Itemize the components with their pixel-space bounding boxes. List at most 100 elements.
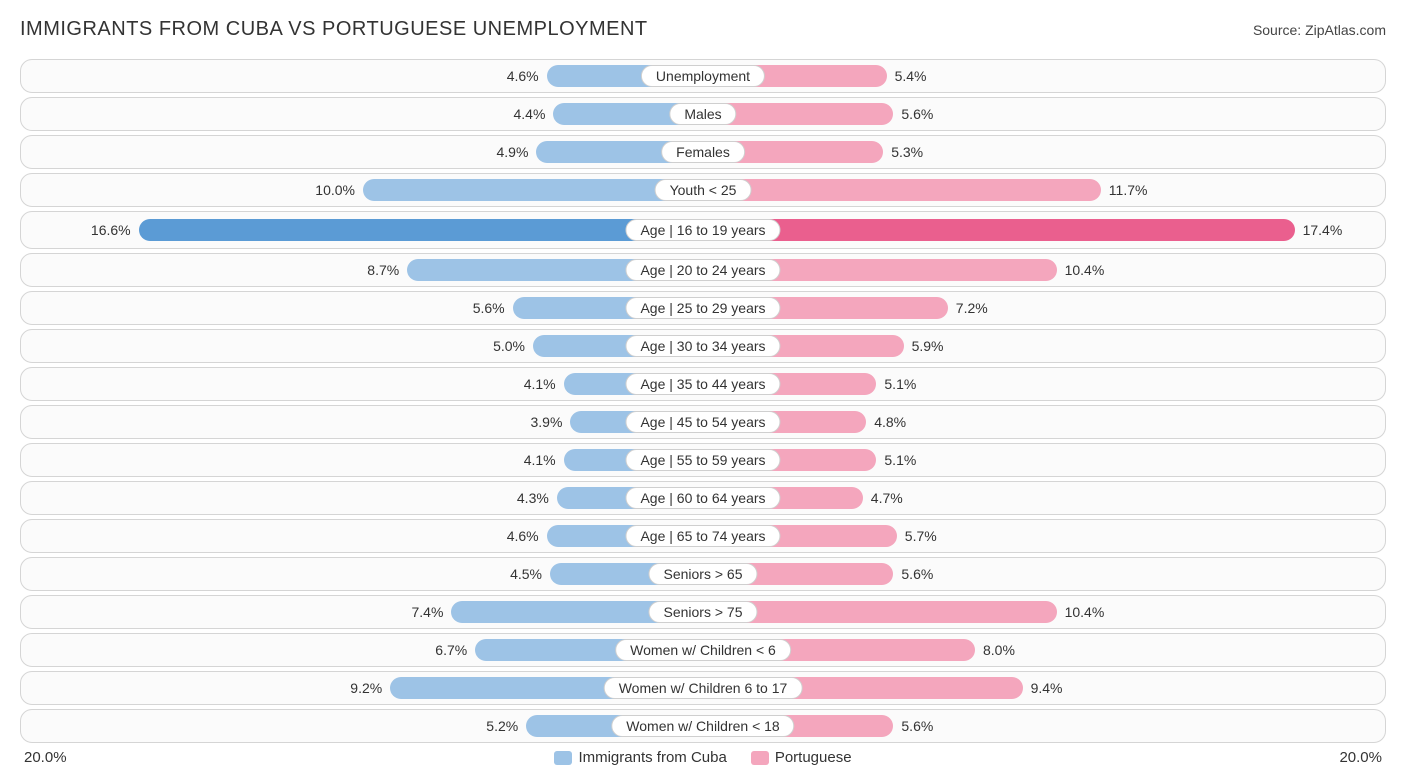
row-left-half: 5.2% <box>23 712 703 740</box>
value-left: 16.6% <box>91 222 131 238</box>
chart-row: 4.6% 5.4% Unemployment <box>20 59 1386 93</box>
value-right: 10.4% <box>1065 604 1105 620</box>
row-left-half: 4.6% <box>23 62 703 90</box>
category-label: Seniors > 65 <box>649 563 758 585</box>
row-right-half: 10.4% <box>703 256 1383 284</box>
chart-row: 5.6% 7.2% Age | 25 to 29 years <box>20 291 1386 325</box>
row-right-half: 5.9% <box>703 332 1383 360</box>
chart-row: 4.1% 5.1% Age | 55 to 59 years <box>20 443 1386 477</box>
row-right-half: 5.3% <box>703 138 1383 166</box>
row-left-half: 9.2% <box>23 674 703 702</box>
value-left: 4.1% <box>524 376 556 392</box>
value-left: 4.6% <box>507 528 539 544</box>
chart-row: 5.0% 5.9% Age | 30 to 34 years <box>20 329 1386 363</box>
chart-row: 4.9%5.3%Females <box>20 135 1386 169</box>
value-left: 6.7% <box>435 642 467 658</box>
value-right: 5.6% <box>901 718 933 734</box>
category-label: Age | 16 to 19 years <box>625 219 780 241</box>
legend-label-right: Portuguese <box>775 749 852 766</box>
legend-item-right: Portuguese <box>751 749 852 766</box>
row-left-half: 10.0% <box>23 176 703 204</box>
value-right: 4.8% <box>874 414 906 430</box>
row-right-half: 4.7% <box>703 484 1383 512</box>
value-right: 5.7% <box>905 528 937 544</box>
value-left: 5.2% <box>486 718 518 734</box>
value-left: 9.2% <box>350 680 382 696</box>
row-right-half: 10.4% <box>703 598 1383 626</box>
chart-source: Source: ZipAtlas.com <box>1253 22 1386 38</box>
value-left: 10.0% <box>315 182 355 198</box>
legend-swatch-left <box>554 751 572 765</box>
value-right: 5.3% <box>891 144 923 160</box>
category-label: Age | 25 to 29 years <box>625 297 780 319</box>
value-right: 17.4% <box>1303 222 1343 238</box>
chart-row: 6.7%8.0%Women w/ Children < 6 <box>20 633 1386 667</box>
chart-row: 4.3%4.7%Age | 60 to 64 years <box>20 481 1386 515</box>
chart-row: 4.4% 5.6% Males <box>20 97 1386 131</box>
legend-item-left: Immigrants from Cuba <box>554 749 726 766</box>
row-right-half: 8.0% <box>703 636 1383 664</box>
row-right-half: 5.4% <box>703 62 1383 90</box>
row-right-half: 9.4% <box>703 674 1383 702</box>
value-right: 5.9% <box>912 338 944 354</box>
row-left-half: 4.1% <box>23 370 703 398</box>
value-left: 5.6% <box>473 300 505 316</box>
legend-swatch-right <box>751 751 769 765</box>
chart-row: 10.0%11.7%Youth < 25 <box>20 173 1386 207</box>
row-left-half: 4.3% <box>23 484 703 512</box>
category-label: Age | 55 to 59 years <box>625 449 780 471</box>
row-right-half: 5.7% <box>703 522 1383 550</box>
category-label: Women w/ Children < 18 <box>611 715 794 737</box>
chart-row: 8.7%10.4%Age | 20 to 24 years <box>20 253 1386 287</box>
bar-right <box>703 219 1295 241</box>
diverging-bar-chart: 4.6% 5.4% Unemployment 4.4% 5.6% Males 4.9% 5.3… <box>20 59 1386 743</box>
chart-row: 9.2% 9.4% Women w/ Children 6 to 17 <box>20 671 1386 705</box>
category-label: Age | 65 to 74 years <box>625 525 780 547</box>
chart-row: 4.1%5.1%Age | 35 to 44 years <box>20 367 1386 401</box>
category-label: Seniors > 75 <box>649 601 758 623</box>
row-left-half: 3.9% <box>23 408 703 436</box>
chart-row: 7.4% 10.4% Seniors > 75 <box>20 595 1386 629</box>
value-left: 4.5% <box>510 566 542 582</box>
value-left: 8.7% <box>367 262 399 278</box>
row-left-half: 5.6% <box>23 294 703 322</box>
row-right-half: 5.6% <box>703 100 1383 128</box>
chart-row: 16.6% 17.4% Age | 16 to 19 years <box>20 211 1386 249</box>
value-right: 8.0% <box>983 642 1015 658</box>
row-left-half: 4.6% <box>23 522 703 550</box>
category-label: Males <box>669 103 736 125</box>
row-left-half: 4.1% <box>23 446 703 474</box>
category-label: Age | 30 to 34 years <box>625 335 780 357</box>
value-right: 9.4% <box>1031 680 1063 696</box>
bar-left <box>363 179 703 201</box>
value-left: 4.1% <box>524 452 556 468</box>
row-left-half: 4.9% <box>23 138 703 166</box>
value-right: 11.7% <box>1109 182 1148 198</box>
category-label: Unemployment <box>641 65 765 87</box>
row-right-half: 5.1% <box>703 370 1383 398</box>
chart-footer: 20.0% Immigrants from Cuba Portuguese 20… <box>20 749 1386 766</box>
chart-row: 4.6% 5.7% Age | 65 to 74 years <box>20 519 1386 553</box>
category-label: Age | 45 to 54 years <box>625 411 780 433</box>
value-right: 5.1% <box>884 376 916 392</box>
row-right-half: 5.1% <box>703 446 1383 474</box>
row-left-half: 16.6% <box>23 214 703 246</box>
category-label: Women w/ Children 6 to 17 <box>604 677 803 699</box>
value-left: 7.4% <box>411 604 443 620</box>
value-right: 5.6% <box>901 566 933 582</box>
bar-left <box>139 219 703 241</box>
row-right-half: 7.2% <box>703 294 1383 322</box>
value-right: 7.2% <box>956 300 988 316</box>
value-left: 4.9% <box>496 144 528 160</box>
chart-row: 4.5% 5.6% Seniors > 65 <box>20 557 1386 591</box>
value-left: 4.4% <box>513 106 545 122</box>
value-right: 5.6% <box>901 106 933 122</box>
value-right: 4.7% <box>871 490 903 506</box>
value-right: 5.4% <box>895 68 927 84</box>
value-left: 5.0% <box>493 338 525 354</box>
row-left-half: 7.4% <box>23 598 703 626</box>
row-right-half: 5.6% <box>703 560 1383 588</box>
value-right: 5.1% <box>884 452 916 468</box>
row-right-half: 4.8% <box>703 408 1383 436</box>
chart-row: 5.2% 5.6% Women w/ Children < 18 <box>20 709 1386 743</box>
